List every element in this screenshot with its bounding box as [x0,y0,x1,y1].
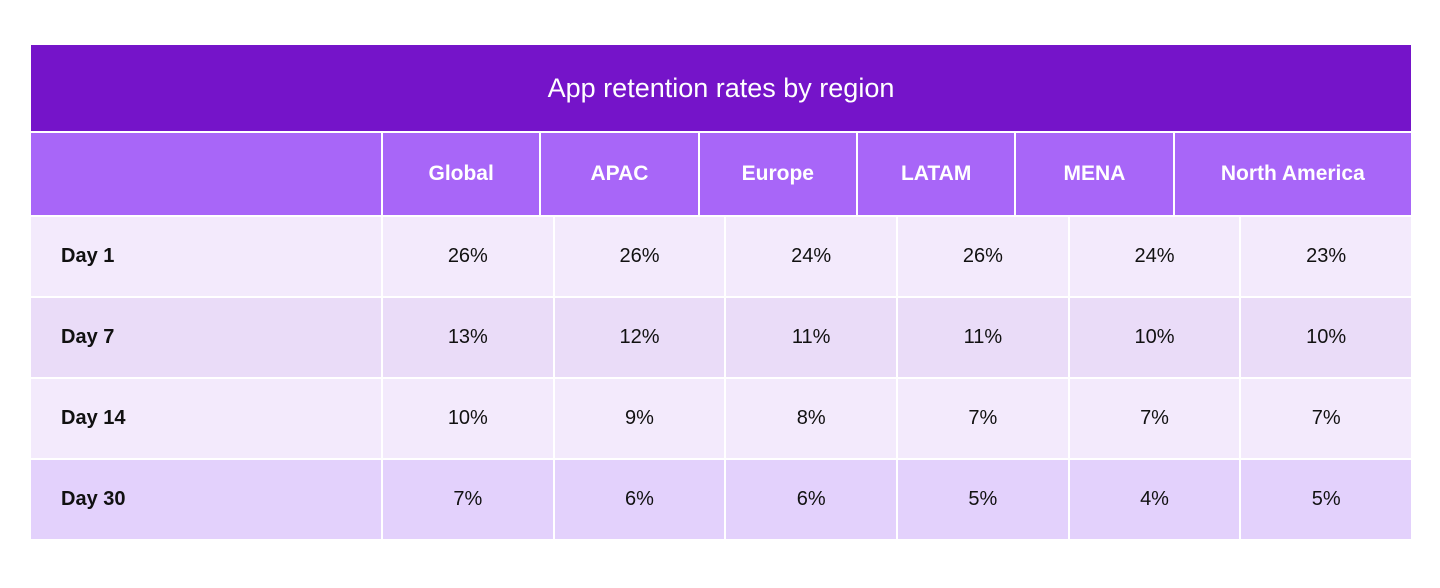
row-label: Day 14 [31,379,381,458]
retention-table: App retention rates by region Global APA… [31,45,1412,539]
value-cell: 24% [726,217,897,296]
value-cell: 11% [726,298,897,377]
table-row: Day 14 10% 9% 8% 7% 7% 7% [31,379,1412,458]
value-cell: 10% [1241,298,1412,377]
value-cell: 12% [554,298,725,377]
value-cell: 8% [726,379,897,458]
value-cell: 10% [383,379,553,458]
row-label: Day 30 [31,460,381,539]
value-cell: 7% [1069,379,1240,458]
table-title: App retention rates by region [31,45,1411,131]
value-cell: 6% [554,460,725,539]
row-label: Day 7 [31,298,381,377]
value-cell: 11% [898,298,1068,377]
header-cell: Global [383,133,540,215]
header-cell: MENA [1016,133,1173,215]
header-cell: LATAM [857,133,1015,215]
row-label: Day 1 [31,217,381,296]
value-cell: 26% [383,217,553,296]
value-cell: 9% [554,379,725,458]
value-cell: 7% [1241,379,1412,458]
value-cell: 26% [554,217,725,296]
table-row: Day 7 13% 12% 11% 11% 10% 10% [31,298,1412,377]
value-cell: 5% [898,460,1068,539]
header-cell: Europe [699,133,856,215]
table-row: Day 1 26% 26% 24% 26% 24% 23% [31,217,1412,296]
value-cell: 6% [726,460,897,539]
value-cell: 24% [1069,217,1240,296]
value-cell: 13% [383,298,553,377]
value-cell: 26% [898,217,1068,296]
header-cell: North America [1174,133,1411,215]
header-cell: APAC [541,133,698,215]
header-row: Global APAC Europe LATAM MENA North Amer… [31,133,1411,215]
header-cell-empty [31,133,381,215]
value-cell: 7% [383,460,553,539]
value-cell: 23% [1241,217,1412,296]
value-cell: 10% [1069,298,1240,377]
value-cell: 5% [1241,460,1412,539]
table-row: Day 30 7% 6% 6% 5% 4% 5% [31,460,1412,539]
value-cell: 7% [898,379,1068,458]
value-cell: 4% [1069,460,1240,539]
